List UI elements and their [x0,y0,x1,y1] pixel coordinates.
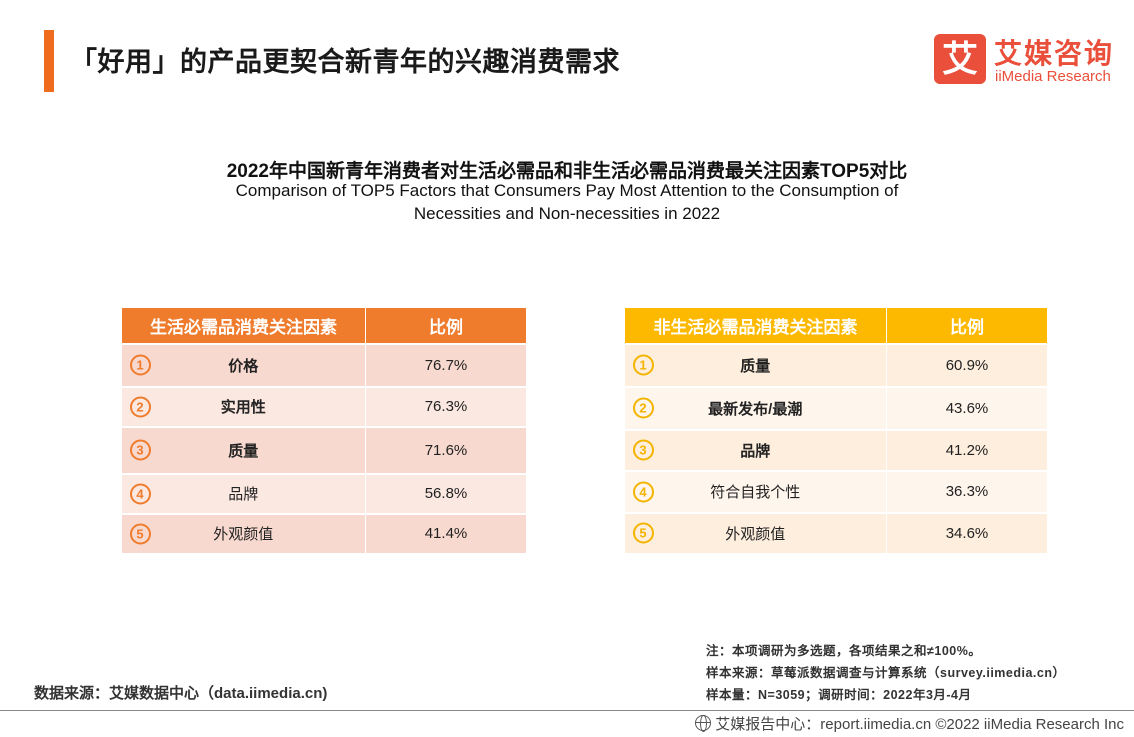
ratio-value: 76.3% [365,385,527,427]
chart-title-en-line1: Comparison of TOP5 Factors that Consumer… [235,181,899,200]
chart-title-en-line2: Necessities and Non-necessities in 2022 [413,204,721,223]
rank-badge: 5 [129,523,151,544]
factor-label: 品牌 [228,486,259,503]
rank-badge: 2 [129,396,151,417]
factor-label: 符合自我个性 [710,484,801,501]
rank-badge: 2 [632,397,654,419]
brand-logo: 艾 艾媒咨询 iiMedia Research [934,30,1124,90]
logo-name-en: iiMedia Research [995,68,1111,85]
ratio-value: 71.6% [365,425,527,474]
table-header-factor: 生活必需品消费关注因素 [121,307,366,344]
rank-badge: 3 [129,439,151,461]
non-necessities-factor-table: 非生活必需品消费关注因素 比例 1 质量 60.9% 2 最新发布/最潮 43.6%… [624,307,1048,553]
globe-icon [695,715,712,732]
factor-label: 品牌 [740,442,771,460]
table-row: 1 质量 60.9% [624,342,1048,387]
data-source: 数据来源：艾媒数据中心（data.iimedia.cn) [34,685,328,702]
factor-label: 最新发布/最潮 [708,400,803,418]
ratio-value: 41.4% [365,512,527,553]
logo-name-cn: 艾媒咨询 [994,38,1115,69]
rank-badge: 1 [129,354,151,376]
title-accent-bar [44,30,54,92]
ratio-value: 34.6% [886,511,1048,553]
ratio-value: 76.7% [365,342,527,387]
ratio-value: 56.8% [365,472,527,514]
table-row: 4 品牌 56.8% [121,472,527,514]
factor-label: 质量 [740,357,771,375]
footer-divider [0,710,1134,711]
sample-size: 样本量：N=3059；调研时间：2022年3月-4月 [706,688,972,702]
table-header-ratio: 比例 [886,307,1048,344]
factor-label: 质量 [228,442,259,460]
table-row: 4 符合自我个性 36.3% [624,469,1048,513]
footer-text: 艾媒报告中心：report.iimedia.cn ©2022 iiMedia R… [715,716,1124,733]
table-row: 5 外观颜值 41.4% [121,512,527,553]
table-row: 1 价格 76.7% [121,342,527,387]
table-row: 2 实用性 76.3% [121,385,527,427]
table-row: 5 外观颜值 34.6% [624,511,1048,553]
rank-badge: 1 [632,354,654,376]
rank-badge: 5 [632,522,654,544]
ratio-value: 43.6% [886,385,1048,430]
factor-label: 外观颜值 [725,525,786,543]
note-multiple-choice: 注：本项调研为多选题，各项结果之和≠100%。 [706,644,982,658]
chart-title-en: Comparison of TOP5 Factors that Consumer… [150,179,984,225]
ratio-value: 36.3% [886,469,1048,513]
table-row: 3 质量 71.6% [121,425,527,474]
ratio-value: 60.9% [886,342,1048,387]
ratio-value: 41.2% [886,428,1048,471]
factor-label: 实用性 [220,399,266,416]
rank-badge: 3 [632,439,654,461]
table-header-factor: 非生活必需品消费关注因素 [624,307,887,344]
logo-mark: 艾 [934,34,986,84]
rank-badge: 4 [632,481,654,502]
footer: 艾媒报告中心：report.iimedia.cn ©2022 iiMedia R… [695,713,1124,734]
necessities-factor-table: 生活必需品消费关注因素 比例 1 价格 76.7% 2 实用性 76.3% 3 质量 … [121,307,527,553]
sample-source: 样本来源：草莓派数据调查与计算系统（survey.iimedia.cn） [706,666,1066,680]
table-row: 2 最新发布/最潮 43.6% [624,385,1048,430]
survey-notes: 注：本项调研为多选题，各项结果之和≠100%。 样本来源：草莓派数据调查与计算系… [706,640,1066,706]
table-header-ratio: 比例 [365,307,527,344]
chart-title-cn: 2022年中国新青年消费者对生活必需品和非生活必需品消费最关注因素TOP5对比 [226,161,908,182]
rank-badge: 4 [129,483,151,504]
page-title: 「好用」的产品更契合新青年的兴趣消费需求 [70,47,620,77]
factor-label: 价格 [228,357,259,375]
factor-label: 外观颜值 [213,526,274,543]
table-row: 3 品牌 41.2% [624,428,1048,471]
